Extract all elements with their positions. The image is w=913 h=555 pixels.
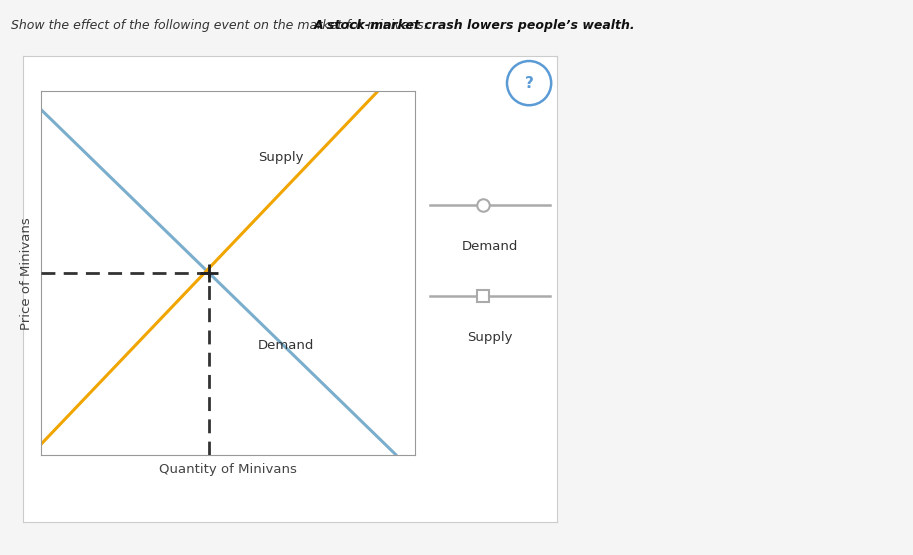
Text: Demand: Demand [258, 339, 314, 352]
Text: Demand: Demand [462, 240, 518, 253]
X-axis label: Quantity of Minivans: Quantity of Minivans [159, 463, 297, 476]
Y-axis label: Price of Minivans: Price of Minivans [20, 217, 33, 330]
Text: A stock-market crash lowers people’s wealth.: A stock-market crash lowers people’s wea… [314, 19, 635, 32]
Text: Supply: Supply [467, 331, 512, 345]
Text: Show the effect of the following event on the market for minivans:: Show the effect of the following event o… [11, 19, 432, 32]
Text: Supply: Supply [258, 151, 303, 164]
Circle shape [507, 61, 551, 105]
Text: ?: ? [525, 75, 533, 90]
